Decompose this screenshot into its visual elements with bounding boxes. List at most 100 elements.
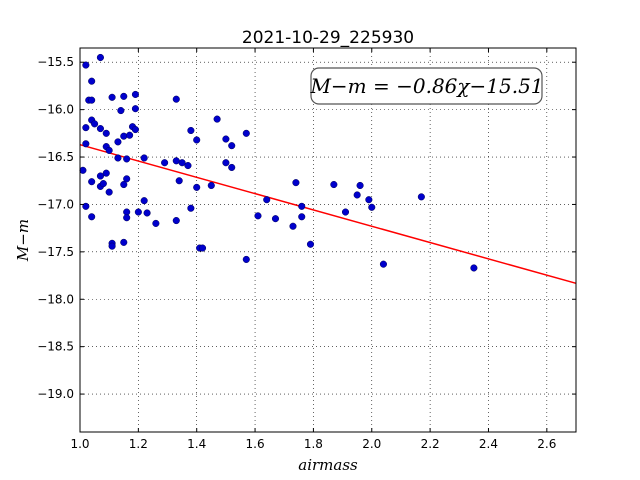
x-tick-label: 1.6: [246, 437, 265, 451]
x-axis-label: airmass: [298, 456, 358, 474]
data-point: [120, 132, 128, 140]
axis-ticks: 1.0 1.2 1.4 1.6 1.8 2.0 2.2 2.4 2.6 −15.5 −16.0 −16…: [37, 48, 576, 451]
grid-lines: [79, 48, 576, 432]
y-tick-label: −18.0: [37, 292, 74, 306]
data-point: [353, 191, 361, 199]
data-point: [365, 196, 373, 204]
data-point: [117, 107, 125, 115]
data-point: [108, 242, 116, 250]
data-point: [242, 255, 250, 263]
data-point: [161, 159, 169, 167]
y-tick-label: −17.5: [37, 245, 74, 259]
data-point: [193, 183, 201, 191]
data-point: [193, 136, 201, 144]
fit-line: [79, 143, 577, 285]
fit-line-layer: [79, 143, 577, 285]
data-point: [102, 169, 110, 177]
data-point: [172, 95, 180, 103]
data-point: [356, 181, 364, 190]
data-point: [91, 120, 99, 128]
data-point: [82, 202, 90, 210]
data-point: [96, 172, 104, 180]
data-point: [105, 146, 113, 154]
data-point: [82, 140, 90, 148]
data-point: [228, 142, 236, 150]
y-tick-label: −15.5: [37, 55, 74, 69]
x-tick-label: 2.4: [479, 437, 498, 451]
data-point: [108, 93, 116, 101]
data-point: [184, 162, 192, 170]
x-tick-label: 1.4: [187, 437, 206, 451]
data-point: [114, 154, 122, 162]
data-point: [379, 260, 387, 268]
data-point: [131, 125, 139, 134]
data-point: [175, 177, 183, 185]
data-points: [79, 53, 478, 272]
data-point: [79, 166, 87, 174]
data-point: [114, 138, 122, 146]
data-point: [292, 179, 300, 187]
data-point: [123, 175, 131, 183]
data-point: [88, 77, 96, 85]
x-tick-label: 2.0: [362, 437, 381, 451]
data-point: [289, 222, 297, 230]
data-point: [198, 244, 207, 252]
fit-equation-box: M−m = −0.86χ−15.51: [309, 67, 544, 105]
data-point: [242, 129, 250, 137]
data-point: [368, 203, 376, 211]
data-point: [82, 124, 90, 132]
y-tick-label: −16.0: [37, 103, 74, 117]
data-point: [123, 214, 131, 222]
data-point: [152, 219, 160, 227]
data-point: [178, 159, 186, 167]
data-point: [228, 163, 236, 172]
x-tick-label: 2.2: [421, 437, 440, 451]
y-axis-label: M−m: [14, 219, 32, 262]
data-point: [470, 264, 478, 272]
data-point: [96, 53, 104, 62]
plot-frame: [79, 47, 577, 433]
data-point: [102, 129, 110, 137]
data-point: [120, 180, 128, 189]
data-point: [271, 215, 280, 223]
data-point: [134, 208, 142, 216]
data-point: [263, 196, 271, 204]
chart-title: 2021-10-29_225930: [242, 28, 414, 48]
data-point: [126, 131, 134, 139]
data-point: [82, 61, 90, 69]
data-point: [99, 180, 107, 188]
data-point: [341, 208, 350, 216]
data-point: [88, 213, 96, 221]
y-tick-label: −17.0: [37, 197, 74, 211]
x-tick-label: 1.2: [129, 437, 148, 451]
data-point: [140, 154, 148, 162]
data-point: [105, 188, 113, 196]
data-point: [222, 135, 230, 143]
fit-equation-label: M−m = −0.86χ−15.51: [309, 74, 543, 98]
y-tick-label: −18.5: [37, 340, 74, 354]
data-point: [96, 125, 104, 133]
data-point: [417, 193, 425, 201]
data-point: [172, 217, 180, 225]
data-point: [207, 181, 215, 190]
data-point: [187, 126, 195, 135]
y-tick-label: −16.5: [37, 150, 74, 164]
data-point: [330, 180, 338, 189]
data-point: [254, 212, 262, 220]
data-point: [298, 213, 306, 221]
x-tick-label: 1.0: [70, 437, 89, 451]
data-point: [222, 159, 230, 167]
x-tick-label: 1.8: [304, 437, 323, 451]
data-point: [143, 209, 151, 217]
y-tick-label: −19.0: [37, 387, 74, 401]
data-point: [140, 197, 148, 205]
data-point: [131, 105, 139, 113]
data-point: [120, 238, 128, 246]
data-point: [298, 202, 306, 210]
data-point: [306, 240, 315, 248]
data-point: [187, 204, 195, 212]
data-point: [131, 90, 139, 99]
data-point: [88, 178, 96, 186]
data-point: [120, 92, 128, 100]
